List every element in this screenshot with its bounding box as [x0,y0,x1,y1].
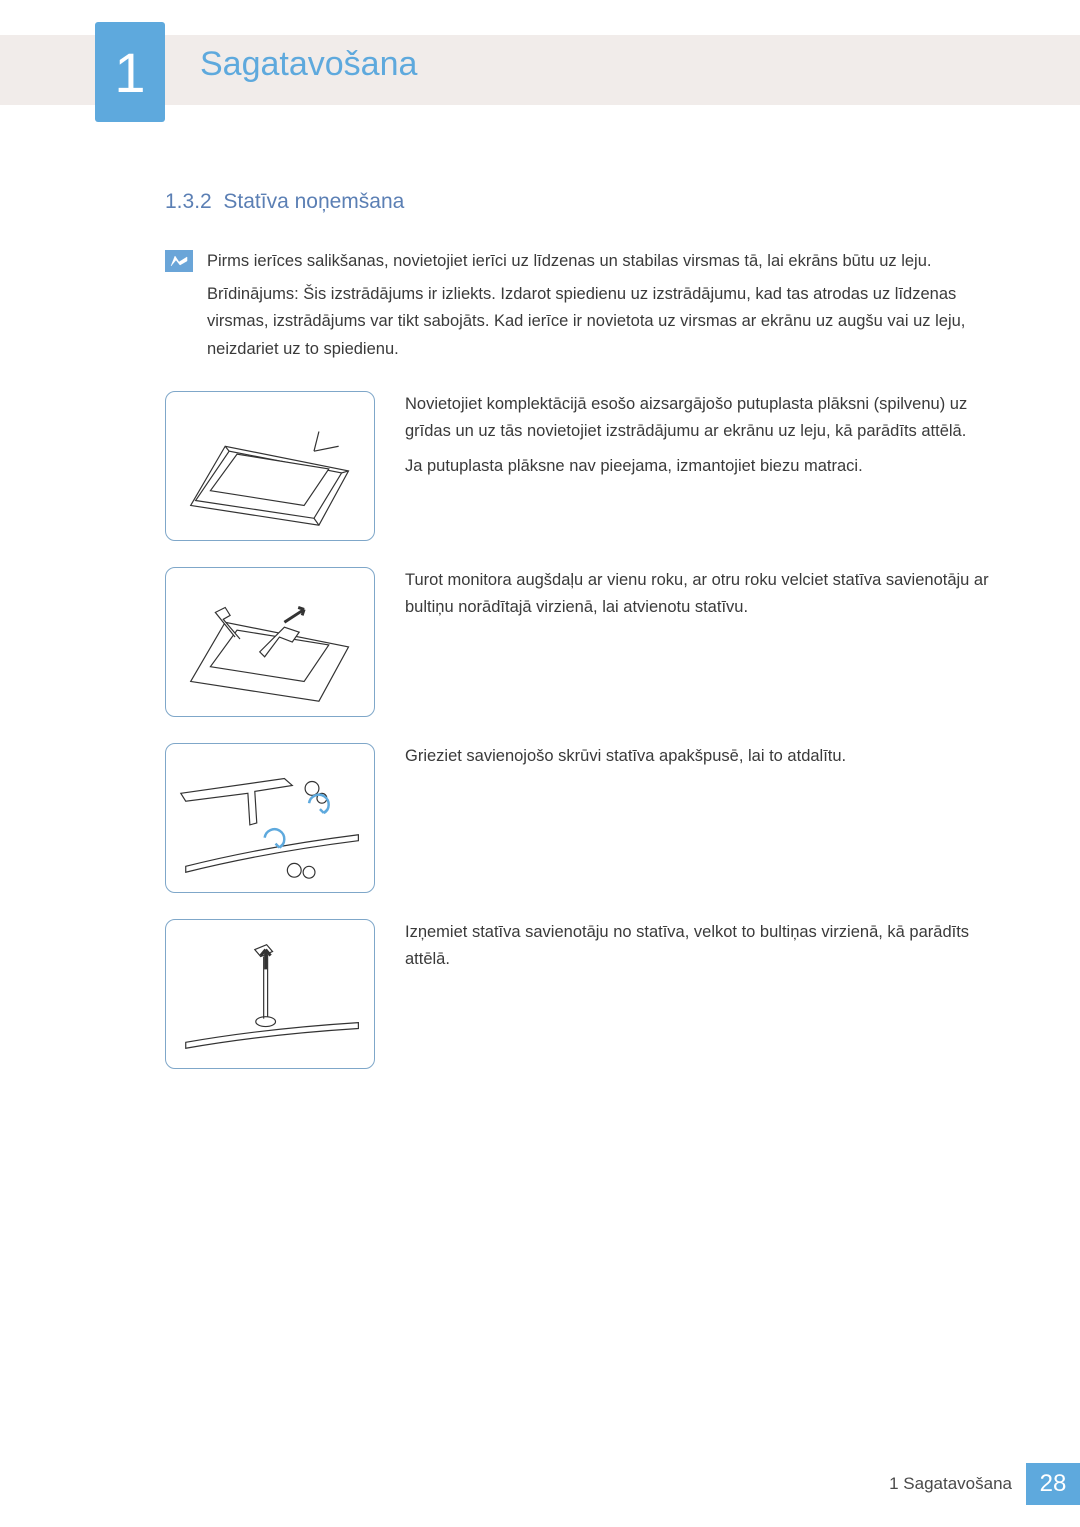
step-1-image [165,391,375,541]
step-2-image [165,567,375,717]
step-1-text: Novietojiet komplektācijā esošo aizsargā… [405,391,1000,481]
chapter-tab: 1 [95,22,165,122]
chapter-title: Sagatavošana [200,45,417,84]
footer-label: 1 Sagatavošana [889,1474,1012,1494]
page-footer: 1 Sagatavošana 28 [889,1463,1080,1505]
step-3-image [165,743,375,893]
section-number: 1.3.2 [165,190,212,213]
note-p1: Pirms ierīces salikšanas, novietojiet ie… [207,248,1000,275]
step-1-p2: Ja putuplasta plāksne nav pieejama, izma… [405,453,1000,480]
section-title: Statīva noņemšana [223,190,404,213]
step-2-p1: Turot monitora augšdaļu ar vienu roku, a… [405,567,1000,621]
note-icon [165,250,193,272]
section-heading: 1.3.2 Statīva noņemšana [165,190,1000,214]
step-3: Grieziet savienojošo skrūvi statīva apak… [165,743,1000,893]
chapter-number: 1 [114,40,145,105]
step-3-p1: Grieziet savienojošo skrūvi statīva apak… [405,743,1000,770]
step-4-image [165,919,375,1069]
step-3-text: Grieziet savienojošo skrūvi statīva apak… [405,743,1000,770]
step-1-p1: Novietojiet komplektācijā esošo aizsargā… [405,391,1000,445]
step-4-text: Izņemiet statīva savienotāju no statīva,… [405,919,1000,973]
note-p2: Brīdinājums: Šis izstrādājums ir izliekt… [207,281,1000,363]
step-2-text: Turot monitora augšdaļu ar vienu roku, a… [405,567,1000,621]
footer-page-number: 28 [1026,1463,1080,1505]
content-area: 1.3.2 Statīva noņemšana Pirms ierīces sa… [165,190,1000,1095]
step-4-p1: Izņemiet statīva savienotāju no statīva,… [405,919,1000,973]
step-2: Turot monitora augšdaļu ar vienu roku, a… [165,567,1000,717]
note-block: Pirms ierīces salikšanas, novietojiet ie… [165,248,1000,363]
step-1: Novietojiet komplektācijā esošo aizsargā… [165,391,1000,541]
step-4: Izņemiet statīva savienotāju no statīva,… [165,919,1000,1069]
note-text: Pirms ierīces salikšanas, novietojiet ie… [207,248,1000,363]
